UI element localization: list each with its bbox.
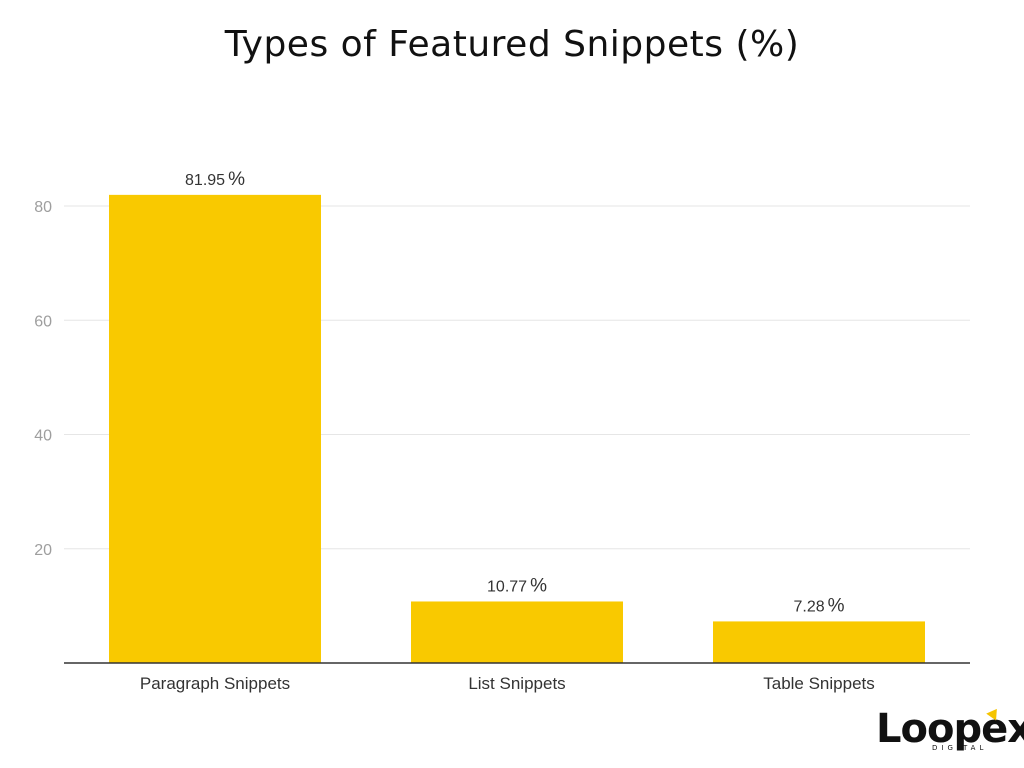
bar — [411, 601, 623, 663]
data-labels: 81.95 %10.77 %7.28% — [185, 169, 845, 617]
data-label: 7.28% — [793, 595, 844, 616]
data-label-unit: % — [530, 575, 547, 596]
logo-subtext: DIGITAL — [932, 744, 988, 752]
bar — [109, 194, 321, 663]
data-label: 10.77% — [487, 575, 547, 596]
bar — [713, 621, 925, 663]
y-tick-label: 20 — [34, 542, 52, 559]
bars — [109, 194, 925, 663]
y-axis-ticks: 20 40 60 80 — [34, 199, 52, 559]
data-label-unit: % — [828, 595, 845, 616]
y-tick-label: 80 — [34, 199, 52, 216]
x-category-label: Paragraph Snippets — [140, 674, 290, 693]
y-tick-label: 40 — [34, 428, 52, 445]
logo-wordmark: Loopex — [876, 706, 1024, 752]
data-label: 81.95% — [185, 169, 245, 190]
data-label-value: 10.77 — [487, 578, 527, 595]
x-axis-categories: Paragraph Snippets List Snippets Table Sni… — [140, 674, 875, 693]
x-category-label: Table Snippets — [763, 674, 875, 693]
data-label-value: 81.95 — [185, 172, 225, 189]
chart-title: Types of Featured Snippets (%) — [224, 24, 800, 65]
y-tick-label: 60 — [34, 313, 52, 330]
loopex-logo: Loopex DIGITAL — [876, 705, 1024, 754]
data-label-value: 7.28 — [793, 598, 824, 615]
x-category-label: List Snippets — [468, 674, 565, 693]
data-label-unit: % — [228, 169, 245, 190]
